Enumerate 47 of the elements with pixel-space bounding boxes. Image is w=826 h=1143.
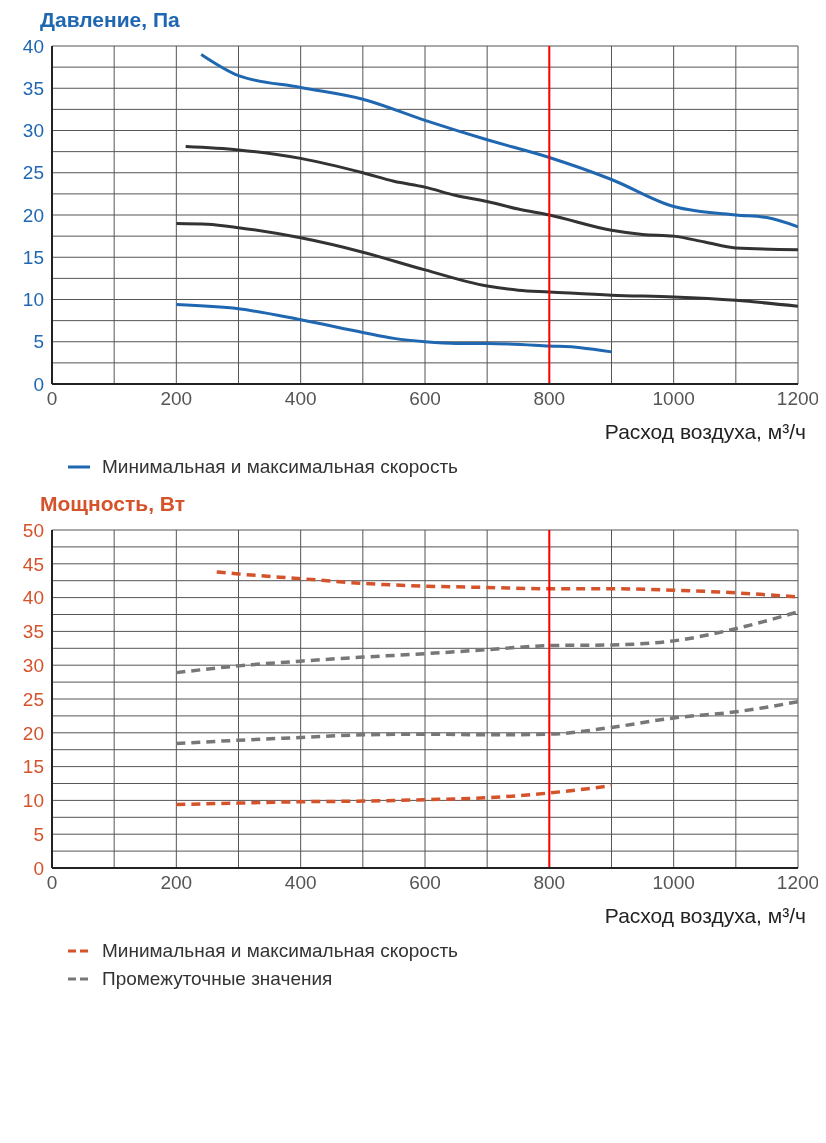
y-axis-title: Мощность, Вт [40,492,185,515]
x-tick-label: 1200 [776,388,820,410]
x-tick-label: 1200 [776,872,820,894]
x-tick-label: 800 [533,872,566,894]
y-tick-label: 25 [22,688,44,710]
y-tick-label: 35 [22,621,44,643]
line-series [199,52,798,229]
y-tick-label: 10 [22,289,44,311]
x-tick-label: 200 [160,872,193,894]
y-tick-label: 45 [22,553,44,575]
legend-label: Минимальная и максимальная скорость [102,940,459,962]
line-series [174,303,613,354]
x-tick-label: 200 [160,388,193,410]
x-tick-label: 1000 [652,388,695,410]
line-series [174,783,614,807]
legend-label: Промежуточные значения [102,968,333,990]
x-tick-label: 600 [409,388,441,410]
line-series [174,699,798,746]
y-tick-label: 40 [22,35,44,57]
y-tick-label: 20 [22,204,44,226]
y-axis-title: Давление, Па [40,8,180,31]
y-tick-label: 5 [33,823,44,845]
y-tick-label: 35 [22,77,44,99]
y-tick-label: 30 [22,120,44,142]
line-series [184,145,798,252]
y-tick-label: 15 [22,246,44,268]
y-tick-label: 0 [33,373,44,395]
line-series [174,610,798,675]
x-axis-title: Расход воздуха, м³/ч [604,904,806,927]
legend-label: Минимальная и максимальная скорость [102,456,459,478]
x-tick-label: 1000 [652,872,695,894]
x-axis-title: Расход воздуха, м³/ч [604,420,806,443]
y-tick-label: 0 [33,857,44,879]
y-tick-label: 30 [22,654,44,676]
line-series [214,570,798,599]
y-tick-label: 10 [22,790,44,812]
y-tick-label: 25 [22,162,44,184]
y-tick-label: 50 [22,519,44,541]
y-tick-label: 5 [33,331,44,353]
y-tick-label: 20 [22,722,44,744]
x-tick-label: 400 [284,872,317,894]
x-tick-label: 400 [284,388,317,410]
x-tick-label: 600 [409,872,441,894]
y-tick-label: 40 [22,587,44,609]
y-tick-label: 15 [22,756,44,778]
x-tick-label: 800 [533,388,566,410]
line-series [174,221,798,308]
